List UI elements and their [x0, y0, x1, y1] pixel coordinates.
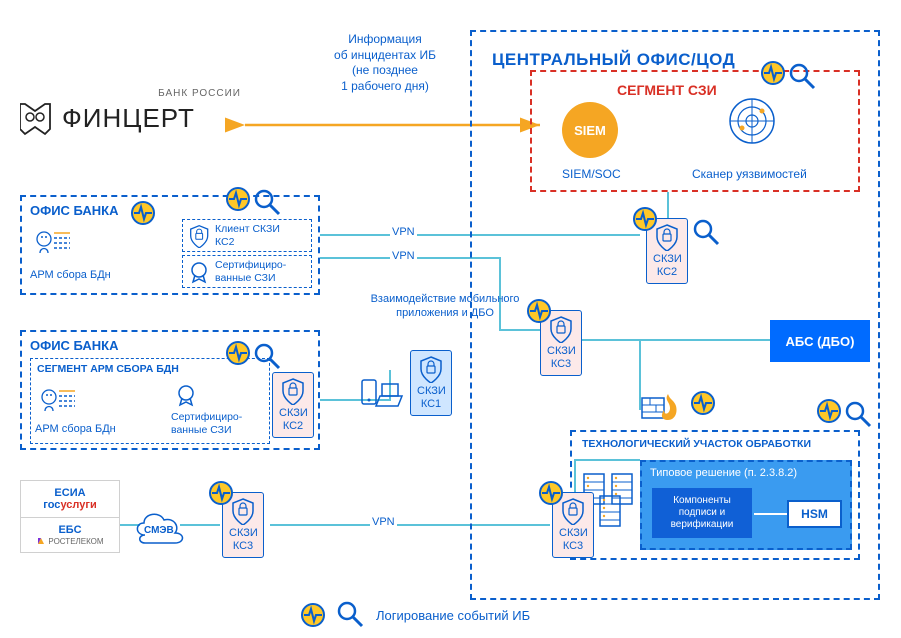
arm-icon — [37, 383, 79, 415]
vpn-label: VPN — [370, 516, 397, 528]
pulse-icon — [760, 60, 786, 86]
magnifier-icon — [844, 400, 874, 430]
shield-icon — [561, 497, 585, 525]
shield-icon — [281, 377, 305, 405]
cert-icon — [176, 383, 196, 407]
vpn-label: VPN — [390, 226, 417, 238]
pulse-icon — [526, 298, 552, 324]
shield-icon — [189, 224, 209, 248]
vpn-label: VPN — [390, 250, 417, 262]
magnifier-icon — [253, 188, 283, 218]
siem-soc-label: SIEM/SOC — [562, 167, 621, 181]
mobile-laptop-icon — [360, 378, 406, 410]
pulse-icon — [816, 398, 842, 424]
segment-arm-box: СЕГМЕНТ АРМ СБОРА БДН АРМ сбора БДн Серт… — [30, 358, 270, 444]
shield-icon — [549, 315, 573, 343]
office2-cert: Сертифициро- ванные СЗИ — [171, 411, 242, 436]
segment-arm-title: СЕГМЕНТ АРМ СБОРА БДН — [37, 363, 179, 375]
skzi-kc2-box: СКЗИ КС2 — [272, 372, 314, 438]
bank-rossii-label: БАНК РОССИИ — [20, 88, 245, 99]
pulse-icon — [690, 390, 716, 416]
siem-circle: SIEM — [562, 102, 618, 158]
pulse-icon — [632, 206, 658, 232]
ebs-label: ЕБС — [27, 524, 113, 536]
office1-title: ОФИС БАНКА — [30, 203, 119, 218]
hsm-box: HSM — [787, 500, 842, 528]
smev-cloud: СМЭВ — [130, 505, 190, 547]
legend-label: Логирование событий ИБ — [376, 608, 530, 623]
magnifier-icon — [692, 218, 722, 248]
ext-services-box: ЕСИА госуслуги ЕБС РОСТЕЛЕКОМ — [20, 480, 120, 553]
magnifier-icon — [336, 600, 366, 630]
fincert-block: БАНК РОССИИ ФИНЦЕРТ — [20, 88, 245, 137]
shield-icon — [419, 355, 443, 383]
radar-icon — [727, 96, 777, 146]
central-title: ЦЕНТРАЛЬНЫЙ ОФИС/ЦОД — [492, 50, 735, 70]
scanner-label: Сканер уязвимостей — [692, 167, 807, 181]
firewall-icon — [640, 390, 682, 424]
pulse-icon — [225, 186, 251, 212]
typical-label: Типовое решение (п. 2.3.8.2) — [650, 467, 797, 479]
typical-box: Типовое решение (п. 2.3.8.2) Компоненты … — [640, 460, 852, 550]
office1-arm: АРМ сбора БДн — [30, 269, 111, 281]
info-note: Информация об инцидентах ИБ (не позднее … — [305, 32, 465, 94]
office2-arm: АРМ сбора БДн — [35, 423, 116, 435]
skzi-kc1-box: СКЗИ КС1 — [410, 350, 452, 416]
pulse-icon — [300, 602, 326, 628]
shield-icon — [655, 223, 679, 251]
esia-label: ЕСИА — [27, 487, 113, 499]
shield-icon — [231, 497, 255, 525]
legend: Логирование событий ИБ — [300, 600, 530, 630]
fincert-name: ФИНЦЕРТ — [62, 103, 195, 134]
pulse-icon — [538, 480, 564, 506]
segment-szi-title: СЕГМЕНТ СЗИ — [617, 82, 717, 98]
server-icon — [598, 494, 622, 530]
owl-icon — [20, 99, 54, 137]
components-box: Компоненты подписи и верификации — [652, 488, 752, 538]
mobile-label: Взаимодействие мобильного приложения и Д… — [350, 292, 540, 321]
pulse-icon — [208, 480, 234, 506]
cert-szi-box: Сертифициро- ванные СЗИ — [182, 255, 312, 288]
client-skzi-box: Клиент СКЗИ КС2 — [182, 219, 312, 252]
pulse-icon — [130, 200, 156, 226]
tech-title: ТЕХНОЛОГИЧЕСКИЙ УЧАСТОК ОБРАБОТКИ — [582, 438, 811, 450]
office2-title: ОФИС БАНКА — [30, 338, 119, 353]
cert-icon — [189, 260, 209, 284]
arm-icon — [32, 225, 74, 257]
pulse-icon — [225, 340, 251, 366]
magnifier-icon — [253, 342, 283, 372]
magnifier-icon — [788, 62, 818, 92]
abs-box: АБС (ДБО) — [770, 320, 870, 362]
